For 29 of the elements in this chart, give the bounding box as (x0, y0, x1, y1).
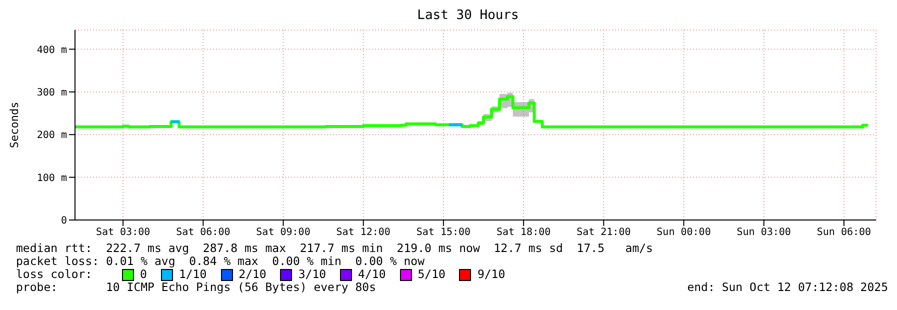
y-tick-label: 200 m (36, 130, 67, 142)
x-tick-label: Sat 06:00 (176, 227, 230, 238)
legend-label: 0 (139, 267, 147, 281)
x-tick-label: Sat 03:00 (96, 227, 150, 238)
legend-label: 1/10 (178, 267, 207, 281)
x-tick-label: Sat 12:00 (336, 227, 390, 238)
y-axis-title: Seconds (8, 102, 21, 148)
legend-label: 4/10 (357, 267, 386, 281)
x-tick-label: Sun 00:00 (656, 227, 711, 238)
legend-label: 2/10 (238, 267, 266, 281)
y-tick-label: 0 (60, 216, 67, 227)
chart-title: Last 30 Hours (416, 8, 520, 25)
text: packet loss: 0.01 % avg 0.84 % max 0.00 % min 0.00 % now (16, 254, 426, 268)
x-tick-label: Sat 15:00 (416, 227, 471, 238)
text: end: Sun Oct 12 07:12:08 2025 (687, 280, 888, 294)
x-tick-label: Sat 18:00 (496, 227, 551, 238)
y-tick-label: 300 m (36, 87, 67, 98)
y-tick-label: 100 m (36, 172, 67, 184)
legend-label: 9/10 (476, 267, 506, 281)
x-tick-label: Sun 03:00 (736, 227, 791, 238)
text: probe: 10 ICMP Echo Pings (56 Bytes) every 80s (16, 280, 376, 294)
legend-label: 5/10 (416, 267, 446, 281)
x-tick-label: Sat 09:00 (256, 227, 310, 238)
x-tick-label: Sun 06:00 (816, 227, 872, 238)
text: median rtt: 222.7 ms avg 287.8 ms max 217.7 ms min 219.0 ms now 12.7 ms sd 17.5 am/s (16, 241, 654, 255)
x-tick-label: Sat 21:00 (576, 227, 631, 238)
legend-title: loss color: (16, 267, 94, 281)
legend-label: 3/10 (297, 267, 326, 281)
y-tick-label: 400 m (36, 44, 67, 56)
